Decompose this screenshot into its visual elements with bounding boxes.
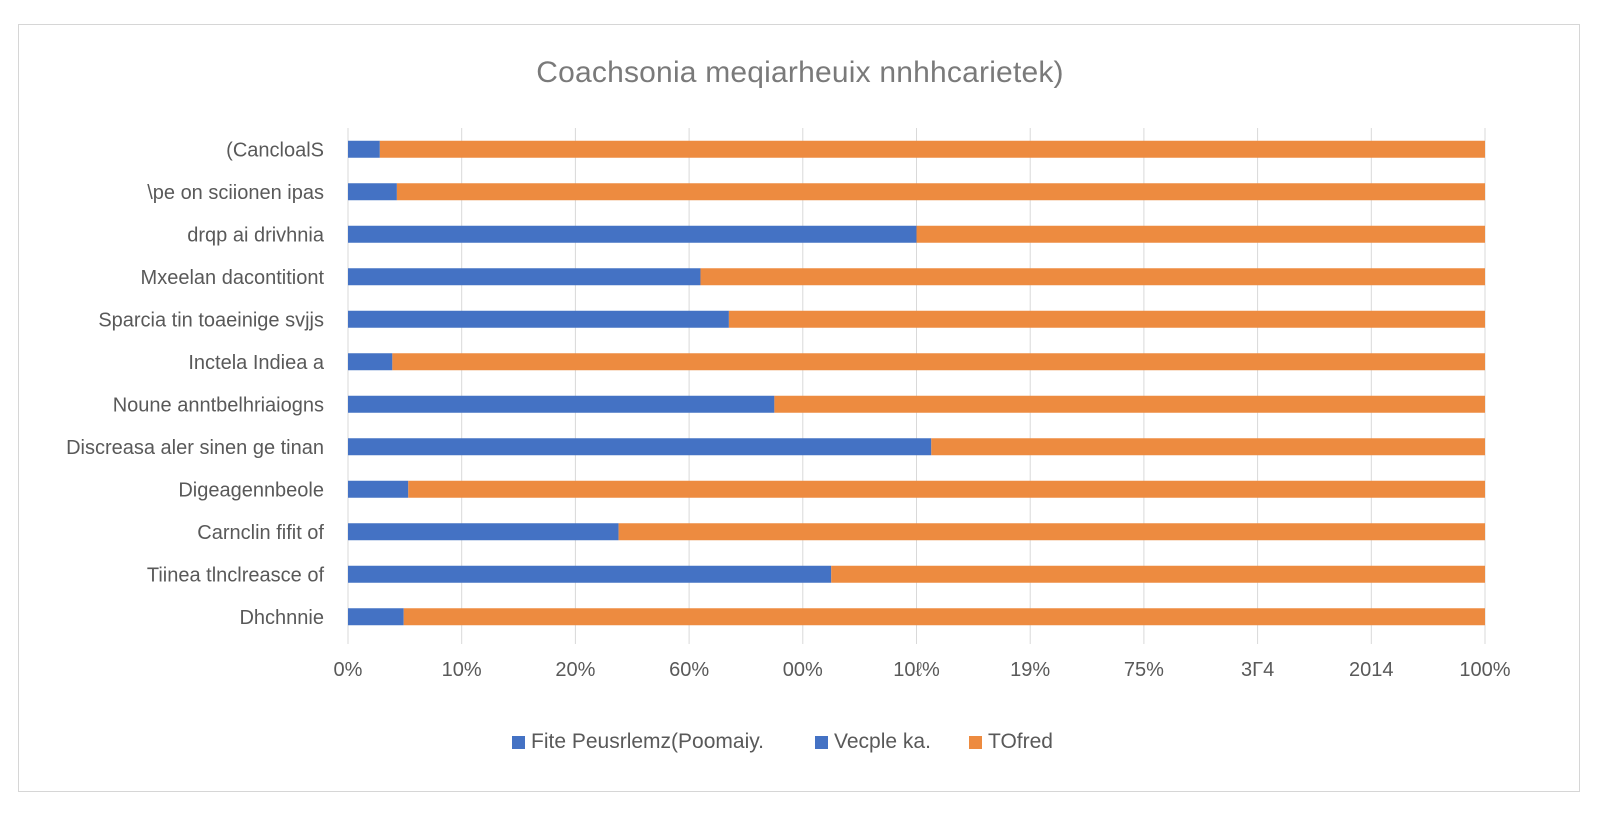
x-tick-label: 2014 <box>1349 659 1394 681</box>
bar-segment-series-3 <box>403 608 1485 626</box>
legend-item-series-2: Vecple ka. <box>815 730 931 754</box>
bar-segment-series-3 <box>700 268 1485 286</box>
category-label: Inctela Indiea a <box>188 352 325 374</box>
legend-swatch-series-3 <box>969 735 982 749</box>
category-label: Digeagennbeole <box>178 479 324 501</box>
bar-segment-series-3 <box>408 480 1485 498</box>
category-label: Carnclin fifit of <box>197 522 324 544</box>
bar-segment-series-3 <box>396 183 1485 201</box>
x-tick-label: 75% <box>1124 659 1164 681</box>
category-label: drqp ai drivhnia <box>187 224 325 246</box>
x-tick-label: 10ℓ% <box>893 659 940 681</box>
legend-label-series-3: TOfred <box>988 730 1053 753</box>
category-label: Mxeelan dacontitiont <box>141 267 325 289</box>
bar-segment-series-3 <box>831 565 1485 583</box>
legend-item-series-3: TOfred <box>969 730 1053 754</box>
x-tick-label: 00% <box>783 659 823 681</box>
bar-segment-series-1 <box>348 480 409 498</box>
category-label: (CancloalS <box>226 139 324 161</box>
category-label: Discreasa aler sinen ge tinan <box>66 437 324 459</box>
x-tick-label: 19% <box>1010 659 1050 681</box>
bar-segment-series-3 <box>931 438 1485 456</box>
category-label: Noune anntbelhriaiogns <box>113 394 324 416</box>
bar-segment-series-1 <box>348 140 380 158</box>
bar-segment-series-3 <box>728 310 1485 328</box>
x-tick-label: 10% <box>442 659 482 681</box>
x-tick-label: 0% <box>334 659 363 681</box>
bar-segment-series-1 <box>348 395 775 413</box>
bar-segment-series-1 <box>348 310 729 328</box>
bar-segment-series-1 <box>348 353 393 371</box>
category-label: Sparcia tin toaeinige svjjs <box>98 309 324 331</box>
legend-label-series-1: Fite Peusrlemz(Poomaiy. <box>531 730 765 753</box>
legend-label-series-2: Vecple ka. <box>834 730 931 753</box>
bar-segment-series-1 <box>348 438 932 456</box>
x-tick-label: 20% <box>555 659 595 681</box>
category-label: Tiinea tlnclreasce of <box>147 564 325 586</box>
bar-segment-series-1 <box>348 565 832 583</box>
bar-segment-series-3 <box>916 225 1485 243</box>
legend-swatch-series-1 <box>512 735 525 749</box>
chart-title: Coachsonia meqiarheuix nnhhcarietek) <box>536 56 1064 89</box>
category-label: Dhchnnie <box>239 607 324 629</box>
bar-segment-series-3 <box>379 140 1486 158</box>
bar-segment-series-1 <box>348 225 917 243</box>
category-label: \pe on sciionen ipas <box>147 182 324 204</box>
bar-segment-series-1 <box>348 268 701 286</box>
legend-item-series-1: Fite Peusrlemz(Poomaiy. <box>512 730 764 754</box>
bar-segment-series-1 <box>348 183 397 201</box>
bar-segment-series-3 <box>392 353 1485 371</box>
bar-segment-series-3 <box>618 523 1485 541</box>
x-tick-label: 60% <box>669 659 709 681</box>
x-tick-label: 100% <box>1459 659 1510 681</box>
bar-segment-series-1 <box>348 523 619 541</box>
bar-segment-series-1 <box>348 608 404 626</box>
legend: Fite Peusrlemz(Poomaiy. Vecple ka. TOfre… <box>0 730 1600 760</box>
legend-swatch-series-2 <box>815 735 828 749</box>
bar-segment-series-3 <box>774 395 1485 413</box>
x-tick-label: 3Γ4 <box>1241 659 1274 681</box>
